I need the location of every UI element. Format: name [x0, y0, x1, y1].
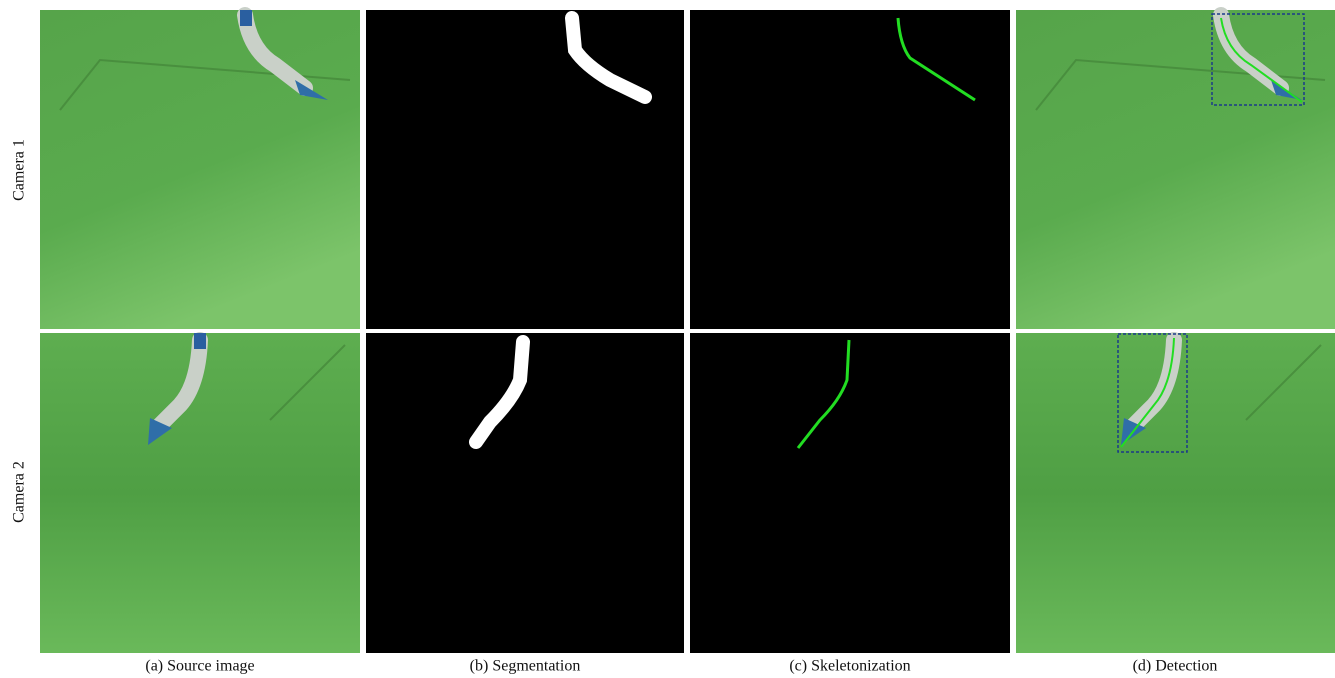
column-caption: (c) Skeletonization [789, 658, 910, 675]
page: Camera 1 Camera 2 [0, 0, 1335, 678]
segmentation-panel [366, 10, 684, 653]
column-caption: (b) Segmentation [470, 658, 581, 675]
column-caption: (a) Source image [145, 658, 254, 675]
skeleton-panel [690, 10, 1010, 653]
row-label: Camera 2 [11, 461, 28, 523]
row-label: Camera 1 [11, 139, 28, 201]
source-panel [40, 10, 360, 653]
figure: Camera 1 Camera 2 [0, 0, 1335, 678]
column-caption: (d) Detection [1133, 658, 1218, 675]
detection-panel [1016, 10, 1335, 653]
